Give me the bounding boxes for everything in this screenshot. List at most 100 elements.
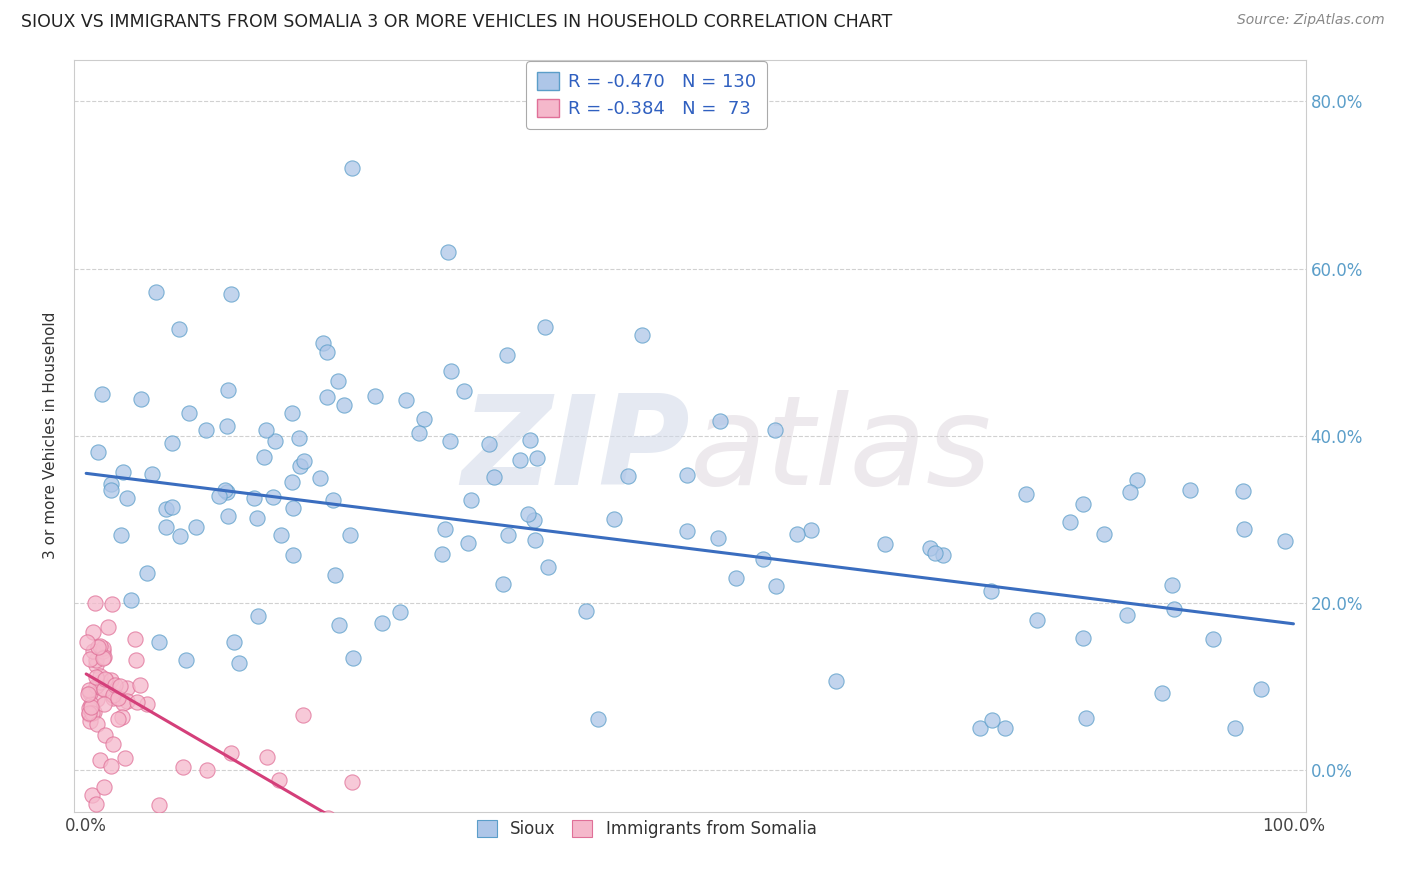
Sioux [136,566,159,580]
Sioux [932,548,955,562]
Sioux [1152,686,1174,700]
Immigrants from Somalia [79,706,101,721]
Sioux [433,522,456,536]
Sioux [131,392,153,406]
Immigrants from Somalia [77,706,100,721]
Sioux [1074,711,1097,725]
Sioux [709,414,731,428]
Sioux [482,470,505,484]
Sioux [751,552,773,566]
Immigrants from Somalia [79,651,101,665]
Immigrants from Somalia [80,699,103,714]
Sioux [457,536,479,550]
Text: atlas: atlas [690,391,991,511]
Sioux [524,533,547,547]
Sioux [141,467,163,482]
Immigrants from Somalia [97,620,120,634]
Immigrants from Somalia [91,641,114,656]
Immigrants from Somalia [115,694,138,708]
Sioux [228,656,250,670]
Immigrants from Somalia [91,644,114,658]
Sioux [1161,578,1184,592]
Immigrants from Somalia [135,697,157,711]
Sioux [675,467,697,482]
Sioux [981,713,1004,727]
Immigrants from Somalia [84,596,107,610]
Sioux [603,512,626,526]
Sioux [217,509,239,524]
Immigrants from Somalia [219,746,242,760]
Immigrants from Somalia [114,751,136,765]
Immigrants from Somalia [76,687,98,701]
Sioux [1119,484,1142,499]
Sioux [328,618,350,632]
Sioux [328,375,350,389]
Immigrants from Somalia [129,677,152,691]
Sioux [630,328,652,343]
Sioux [786,527,808,541]
Sioux [340,161,363,176]
Sioux [1014,487,1036,501]
Immigrants from Somalia [83,706,105,720]
Immigrants from Somalia [80,706,103,720]
Immigrants from Somalia [89,753,111,767]
Sioux [1163,602,1185,616]
Immigrants from Somalia [316,811,339,825]
Sioux [243,491,266,506]
Sioux [214,483,236,497]
Sioux [1202,632,1225,647]
Immigrants from Somalia [91,650,114,665]
Immigrants from Somalia [91,681,114,696]
Sioux [1026,614,1049,628]
Immigrants from Somalia [96,673,118,687]
Immigrants from Somalia [108,679,131,693]
Sioux [281,501,304,516]
Sioux [534,320,557,334]
Sioux [270,528,292,542]
Immigrants from Somalia [100,759,122,773]
Sioux [120,593,142,607]
Immigrants from Somalia [103,691,125,706]
Sioux [725,571,748,585]
Sioux [388,606,411,620]
Sioux [408,425,430,440]
Sioux [87,445,110,459]
Text: SIOUX VS IMMIGRANTS FROM SOMALIA 3 OR MORE VEHICLES IN HOUSEHOLD CORRELATION CHA: SIOUX VS IMMIGRANTS FROM SOMALIA 3 OR MO… [21,13,893,31]
Immigrants from Somalia [111,696,134,710]
Immigrants from Somalia [86,717,108,731]
Immigrants from Somalia [256,749,278,764]
Sioux [177,406,200,420]
Sioux [1232,483,1254,498]
Sioux [281,406,304,420]
Immigrants from Somalia [84,797,107,811]
Sioux [492,576,515,591]
Sioux [478,437,501,451]
Sioux [111,465,134,479]
Sioux [588,712,610,726]
Sioux [517,507,540,521]
Sioux [800,523,823,537]
Immigrants from Somalia [80,697,103,711]
Immigrants from Somalia [101,737,124,751]
Immigrants from Somalia [269,772,291,787]
Immigrants from Somalia [148,798,170,813]
Sioux [1116,607,1139,622]
Immigrants from Somalia [89,675,111,690]
Immigrants from Somalia [100,673,122,687]
Sioux [207,489,229,503]
Immigrants from Somalia [77,701,100,715]
Sioux [323,568,346,582]
Sioux [439,364,461,378]
Sioux [496,348,519,362]
Sioux [453,384,475,398]
Sioux [342,651,364,665]
Sioux [395,392,418,407]
Sioux [281,548,304,562]
Immigrants from Somalia [107,690,129,705]
Immigrants from Somalia [243,830,266,844]
Immigrants from Somalia [304,830,326,844]
Sioux [617,469,640,483]
Sioux [509,453,531,467]
Sioux [1125,473,1147,487]
Sioux [194,423,217,437]
